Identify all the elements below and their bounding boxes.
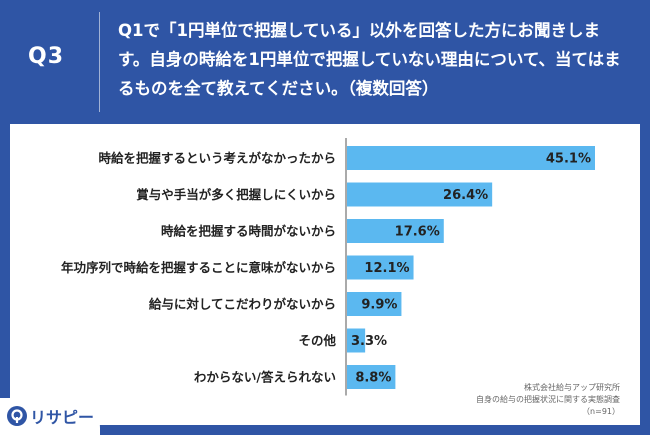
bar-6 (347, 365, 396, 389)
value-label-2: 17.6% (395, 225, 440, 240)
value-label-6: 8.8% (355, 371, 391, 386)
value-label-1: 26.4% (443, 188, 488, 203)
category-label-3: 年功序列で時給を把握することに意味がないから (61, 260, 336, 275)
source-sample-size: （n=91） (582, 407, 620, 416)
value-label-5: 3.3% (351, 334, 387, 349)
bar-5 (347, 328, 366, 353)
bar-4 (347, 292, 402, 316)
brand-logo-icon (7, 406, 27, 426)
category-label-1: 賞与や手当が多く把握しにくいから (136, 187, 336, 202)
header: Q3 Q1で「1円単位で把握している」以外を回答した方にお聞きします。自身の時給… (0, 0, 650, 122)
question-number: Q3 (28, 44, 65, 69)
source-company: 株式会社給与アップ研究所 (524, 383, 620, 392)
header-divider (99, 12, 100, 112)
question-text: Q1で「1円単位で把握している」以外を回答した方にお聞きします。自身の時給を1円… (118, 21, 621, 98)
category-label-6: わからない/答えられない (194, 370, 336, 385)
bar-1 (347, 182, 493, 207)
value-label-4: 9.9% (361, 298, 397, 313)
brand-logo: リサピー (6, 401, 94, 431)
value-label-0: 45.1% (546, 152, 591, 167)
category-label-5: その他 (298, 333, 336, 348)
source-survey: 自身の給与の把握状況に関する実態調査 (476, 395, 620, 404)
bar-3 (347, 255, 414, 280)
category-label-2: 時給を把握する時間がないから (161, 224, 336, 239)
value-label-3: 12.1% (364, 261, 409, 276)
bar-2 (347, 219, 444, 243)
bar-chart: 時給を把握するという考えがなかったから 45.1% 賞与や手当が多く把握しにくいから… (61, 138, 595, 396)
category-label-0: 時給を把握するという考えがなかったから (98, 151, 336, 166)
category-label-4: 給与に対してこだわりがないから (149, 297, 336, 312)
chart-panel: 時給を把握するという考えがなかったから 45.1% 賞与や手当が多く把握しにくいから… (10, 124, 640, 425)
bar-0 (347, 146, 595, 170)
brand-logo-text: リサピー (30, 408, 95, 427)
source-note: 株式会社給与アップ研究所 自身の給与の把握状況に関する実態調査 （n=91） (476, 382, 620, 418)
